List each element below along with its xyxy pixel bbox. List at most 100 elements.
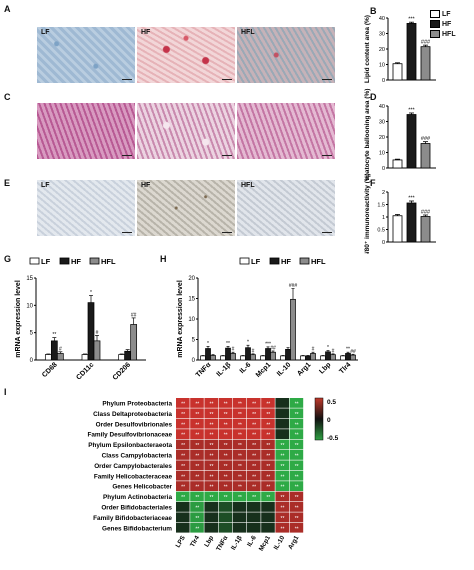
legend-entry-hfl: HFL [430,30,456,40]
scale-bar [122,231,132,233]
heatmap-sig: ** [224,474,228,480]
heatmap-sig: ** [224,464,228,470]
heatmap-cell [218,491,233,502]
y-tick-label: 0 [30,358,34,364]
heatmap-cell [204,491,218,502]
x-tick-label: CD206 [112,361,132,381]
x-tick-label: TNFα [195,361,213,379]
significance-mark: ## [350,349,356,355]
heatmap-sig: ** [252,464,256,470]
heatmap-sig: ** [238,453,242,459]
bar-hfl [350,354,356,361]
heatmap-cell [204,429,218,439]
significance-mark: ### [289,283,298,289]
bar-hf [87,302,95,361]
heatmap-sig: ** [252,485,256,491]
heatmap-row-label: Phylum Proteobacteria [102,400,172,407]
heatmap-sig: ** [295,401,299,407]
bar-hfl [270,351,276,361]
heatmap-cell [261,491,275,502]
x-tick-label: CD68 [41,361,59,379]
significance-mark: ** [226,341,230,347]
significance-mark: # [312,347,315,353]
heatmap-cell [176,429,190,439]
heatmap-cell [275,491,289,502]
x-tick-label: IL-1β [216,361,233,378]
legend-label-hf: HF [71,257,81,266]
heatmap-cell [247,512,261,523]
heatmap-cell [247,429,261,439]
legend-swatch [430,20,440,29]
heatmap-cell [204,481,218,491]
heatmap-sig: ** [181,495,185,501]
heatmap-sig: ** [210,485,214,491]
heatmap-sig: ** [238,474,242,480]
heatmap-cell [289,429,304,439]
heatmap-col-label: Mcp1 [258,534,272,552]
heatmap-cell [289,491,304,502]
significance-mark: ### [421,40,431,46]
micrograph-tag: LF [41,182,50,189]
scale-bar [222,154,232,156]
heatmap-sig: ** [210,422,214,428]
heatmap-cell [289,418,304,429]
heatmap-sig: ** [181,422,185,428]
heatmap-sig: ** [252,412,256,418]
bar-lf [240,355,246,361]
heatmap-sig: ** [181,485,185,491]
heatmap-row-label: Genes Bifidobacterium [102,525,172,532]
y-tick-label: 0 [382,166,385,172]
heatmap-cell [176,439,190,450]
heatmap-sig: ** [195,443,199,449]
heatmap-col-label: Arg1 [287,534,301,550]
legend-swatch [430,30,440,39]
heatmap-cell [275,512,289,523]
y-tick-label: 1 [382,215,385,221]
heatmap-cell [204,450,218,460]
bar-lf [118,354,126,361]
heatmap-cell [190,470,204,481]
y-axis-label: F4/80⁺ immunoreactivity (%) [364,174,371,254]
x-tick-label: Arg1 [296,361,312,377]
legend-swatch [269,257,280,265]
heatmap-cell [218,418,233,429]
heatmap-sig: ** [281,464,285,470]
heatmap-col-label: Lbp [203,535,215,549]
heatmap-row-label: Family Desulfovibrionaceae [87,432,172,439]
chart-g: LF HF HFL 0 5 10 15 mRNA expression level ** # CD6… [15,257,146,382]
heatmap-sig: ** [238,422,242,428]
heatmap-cell [232,491,247,502]
heatmap-sig: ** [238,433,242,439]
heatmap-cell [190,481,204,491]
heatmap-sig: ** [295,516,299,522]
y-tick-label: 10 [379,151,385,157]
micrograph-oilred-lf: LF [37,27,135,83]
heatmap-cell [218,450,233,460]
panel-label-e: E [4,178,11,188]
heatmap-cell [289,460,304,471]
heatmap-sig: ** [181,412,185,418]
heatmap-sig: ** [224,412,228,418]
bar-lf [392,215,403,243]
heatmap-sig: ** [210,433,214,439]
heatmap-cell [289,512,304,523]
bar-hfl [250,354,256,361]
heatmap-sig: ** [181,464,185,470]
heatmap-row-label: Order Bifidobacteriales [101,504,172,511]
heatmap-row-label: Genes Helicobacter [112,484,172,491]
bar-hf [305,355,311,361]
heatmap-sig: ** [210,495,214,501]
micrograph-tag: HF [141,29,151,36]
heatmap-cell [275,522,289,533]
micrograph-tag: HF [141,182,151,189]
heatmap-cell [275,502,289,512]
heatmap-row-label: Phylum Epsilonbacteraeota [88,442,172,449]
heatmap-cell [232,408,247,419]
heatmap-col-label: IL-10 [273,534,287,551]
y-tick-label: 1.5 [377,203,385,209]
heatmap-sig: ** [195,401,199,407]
heatmap-cell [232,512,247,523]
heatmap-sig: ** [238,412,242,418]
heatmap-cell [176,512,190,523]
heatmap-cell [204,502,218,512]
